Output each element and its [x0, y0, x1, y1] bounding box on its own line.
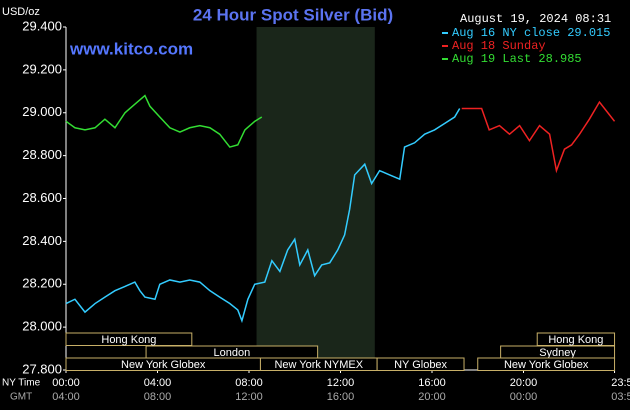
legend-label: Aug 18 Sunday: [452, 39, 546, 53]
x-tick-label: 04:00: [144, 377, 172, 389]
x-tick-label: 00:00: [52, 377, 80, 389]
shaded-region: [256, 27, 375, 370]
session-label: New York Globex: [121, 359, 206, 371]
watermark: www.kitco.com: [69, 39, 193, 58]
x2-tick-label: 03:59: [611, 391, 630, 403]
x2-tick-label: 08:00: [144, 391, 172, 403]
x2-axis-label: GMT: [10, 392, 32, 403]
y-tick-label: 28.600: [22, 190, 62, 205]
x2-tick-label: 12:00: [235, 391, 263, 403]
session-box: [477, 357, 616, 371]
session-box: [65, 332, 193, 346]
y-tick-label: 28.000: [22, 319, 62, 334]
x2-tick-label: 04:00: [52, 391, 80, 403]
session-label: Hong Kong: [548, 334, 603, 346]
session-label: Hong Kong: [101, 334, 156, 346]
legend-label: Aug 19 Last 28.985: [452, 52, 582, 66]
timestamp: August 19, 2024 08:31: [460, 12, 611, 26]
y-tick-label: 29.000: [22, 104, 62, 119]
chart-title: 24 Hour Spot Silver (Bid): [193, 5, 393, 24]
session-box: [376, 357, 465, 371]
session-label: London: [213, 347, 250, 359]
price-line: [461, 100, 616, 174]
x-tick-label: 08:00: [235, 377, 263, 389]
x-tick-label: 20:00: [510, 377, 538, 389]
y-tick-label: 29.400: [22, 18, 62, 33]
y-tick-label: 29.200: [22, 61, 62, 76]
x-axis-label: NY Time: [2, 378, 41, 389]
y-axis-label: USD/oz: [2, 6, 40, 18]
price-line: [65, 108, 461, 324]
plot-background: [256, 27, 375, 370]
x2-tick-label: 20:00: [418, 391, 446, 403]
session-label: New York NYMEX: [274, 359, 363, 371]
y-tick-label: 27.800: [22, 361, 62, 376]
x2-tick-label: 16:00: [327, 391, 355, 403]
price-line: [65, 94, 263, 148]
x-tick-label: 12:00: [327, 377, 355, 389]
x-tick-label: 23:59: [611, 377, 630, 389]
y-tick-label: 28.400: [22, 233, 62, 248]
session-label: Sydney: [539, 347, 576, 359]
session-label: New York Globex: [504, 359, 589, 371]
x2-tick-label: 00:00: [510, 391, 538, 403]
legend-label: Aug 16 NY close 29.015: [452, 26, 610, 40]
x-tick-label: 16:00: [418, 377, 446, 389]
session-label: NY Globex: [394, 359, 447, 371]
y-tick-label: 28.800: [22, 147, 62, 162]
y-tick-label: 28.200: [22, 276, 62, 291]
